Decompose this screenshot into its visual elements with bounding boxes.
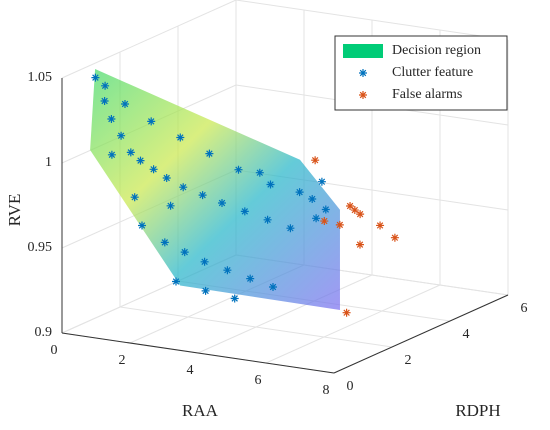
- data-point: [198, 191, 207, 200]
- data-point: [162, 174, 171, 182]
- data-point: [218, 199, 226, 207]
- data-point: [101, 81, 110, 90]
- y-tick-label: 6: [521, 301, 528, 316]
- y-tick-label: 0: [347, 379, 354, 394]
- data-point: [312, 214, 321, 223]
- plot-area: [90, 69, 399, 317]
- data-point: [308, 195, 317, 203]
- data-point: [117, 131, 126, 140]
- data-point: [255, 168, 264, 177]
- legend: Decision region Clutter feature False alar…: [334, 35, 508, 111]
- axis-line: [61, 332, 335, 374]
- data-point: [201, 286, 210, 295]
- data-point: [149, 165, 158, 174]
- grid-line: [197, 274, 373, 354]
- data-point: [121, 100, 129, 108]
- z-tick-label: 1.05: [28, 70, 53, 85]
- data-point: [350, 206, 359, 215]
- data-point: [147, 117, 156, 126]
- grid-line: [61, 0, 237, 79]
- data-point: [321, 205, 330, 214]
- x-tick-label: 0: [51, 343, 58, 358]
- data-point: [234, 165, 243, 174]
- data-point: [286, 224, 295, 233]
- z-tick-label: 1: [45, 155, 52, 170]
- z-axis-label: RVE: [5, 194, 24, 227]
- legend-label: Decision region: [392, 43, 481, 58]
- data-point: [376, 221, 385, 230]
- data-point: [180, 248, 189, 257]
- axis-line: [333, 294, 509, 374]
- data-point: [269, 283, 277, 291]
- x-axis-label: RAA: [182, 401, 219, 420]
- data-point: [342, 308, 351, 317]
- data-point: [126, 148, 135, 157]
- x-tick-label: 6: [255, 373, 262, 388]
- x-tick-label: 4: [187, 363, 194, 378]
- grid-line: [119, 306, 393, 348]
- data-point: [223, 266, 232, 275]
- legend-marker: [359, 91, 367, 99]
- data-point: [160, 238, 169, 247]
- data-point: [166, 201, 175, 210]
- data-point: [266, 180, 275, 189]
- y-axis-label: RDPH: [455, 401, 500, 420]
- data-point: [246, 274, 255, 283]
- data-point: [320, 217, 329, 226]
- grid-line: [265, 284, 441, 364]
- legend-label: Clutter feature: [392, 65, 473, 80]
- data-point: [240, 207, 249, 216]
- z-tick-label: 0.95: [28, 240, 53, 255]
- data-point: [356, 210, 365, 219]
- legend-swatch: [343, 44, 383, 58]
- data-point: [130, 193, 139, 202]
- data-point: [356, 240, 364, 249]
- data-point: [136, 156, 145, 165]
- data-point: [100, 97, 109, 105]
- data-point: [107, 150, 116, 159]
- data-point: [311, 156, 320, 165]
- data-point: [295, 188, 304, 197]
- data-point: [230, 294, 239, 303]
- data-point: [335, 220, 344, 229]
- data-point: [176, 133, 185, 142]
- data-point: [172, 277, 180, 286]
- tick-labels: 0 2 4 6 8 0 2 4 6 0.9 0.95 1 1.05: [28, 70, 528, 398]
- data-point: [91, 73, 100, 82]
- legend-marker: [359, 69, 367, 77]
- data-point: [138, 221, 146, 230]
- data-point: [179, 183, 188, 192]
- data-point: [200, 257, 209, 266]
- grid-line: [235, 0, 509, 41]
- y-tick-label: 2: [405, 353, 412, 368]
- legend-label: False alarms: [392, 87, 462, 102]
- x-tick-label: 2: [119, 353, 126, 368]
- x-tick-label: 8: [323, 383, 330, 398]
- z-tick-label: 0.9: [35, 325, 53, 340]
- data-point: [317, 177, 326, 186]
- data-point: [263, 215, 272, 224]
- data-point: [205, 149, 214, 158]
- data-point: [346, 202, 355, 210]
- y-tick-label: 4: [463, 327, 470, 342]
- data-point: [390, 233, 399, 242]
- data-point: [107, 115, 116, 123]
- decision-region: [90, 69, 340, 311]
